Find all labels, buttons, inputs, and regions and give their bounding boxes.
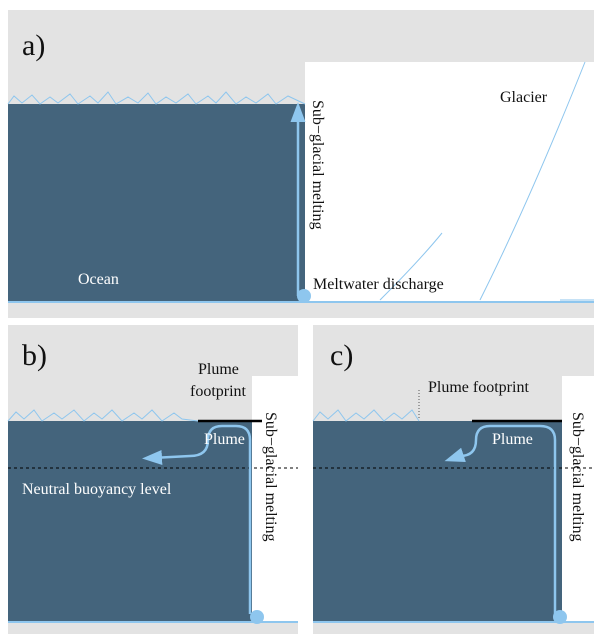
- panel-a: a) Glacier Sub−glacial melting Ocean Mel…: [8, 10, 594, 318]
- plume-label: Plume: [204, 431, 245, 448]
- glacier-label: Glacier: [500, 89, 548, 106]
- melting-label: Sub−glacial melting: [262, 412, 279, 541]
- neutral-label: Neutral buoyancy level: [22, 481, 172, 498]
- panel-label: c): [330, 339, 353, 372]
- footprint-label: footprint: [190, 383, 247, 400]
- panel-b: b) Plume footprint Plume Neutral buoyanc…: [8, 325, 298, 634]
- diagram: a) Glacier Sub−glacial melting Ocean Mel…: [0, 0, 602, 634]
- footprint-label: Plume footprint: [428, 379, 529, 396]
- panel-label: b): [22, 339, 47, 372]
- panel-c: c) Plume footprint Plume Sub−glacial mel…: [313, 325, 594, 634]
- melting-label: Sub−glacial melting: [309, 100, 326, 229]
- footprint-label: Plume: [198, 361, 239, 378]
- plume-label: Plume: [492, 431, 533, 448]
- ocean-label: Ocean: [78, 271, 119, 288]
- panel-label: a): [22, 29, 45, 62]
- discharge-label: Meltwater discharge: [313, 276, 444, 293]
- melting-label: Sub−glacial melting: [569, 412, 586, 541]
